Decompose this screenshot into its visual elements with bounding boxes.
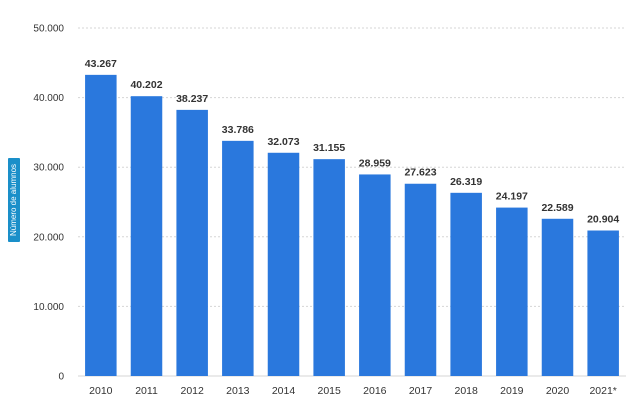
x-tick-label: 2017 — [409, 385, 433, 397]
grid-lines — [78, 27, 626, 377]
bar-2016 — [359, 174, 391, 376]
data-label: 20.904 — [587, 214, 619, 226]
x-tick-label: 2016 — [363, 385, 387, 397]
data-label: 43.267 — [85, 58, 117, 70]
x-tick-label: 2020 — [546, 385, 570, 397]
bar-2017 — [404, 183, 437, 376]
y-tick-label: 10.000 — [33, 302, 64, 313]
y-axis-label: Número de alumnos — [8, 158, 20, 242]
data-labels: 43.267 40.202 38.237 33.786 32.073 31.155 28.9… — [85, 58, 620, 226]
y-axis-ticks: 0 10.000 20.000 30.000 40.000 50.000 — [33, 24, 64, 383]
data-label: 40.202 — [130, 79, 162, 91]
bar-2011 — [130, 96, 163, 376]
x-tick-label: 2019 — [500, 385, 524, 397]
bar-2021 — [587, 230, 619, 376]
bar-2013 — [222, 140, 254, 376]
data-label: 33.786 — [222, 124, 254, 136]
y-tick-label: 50.000 — [33, 24, 64, 35]
x-tick-label: 2021* — [589, 385, 616, 397]
bars — [85, 74, 619, 376]
y-tick-label: 30.000 — [33, 163, 64, 174]
y-axis-label-text: Número de alumnos — [9, 164, 18, 236]
x-tick-label: 2010 — [89, 385, 113, 397]
y-tick-label: 40.000 — [33, 93, 64, 104]
data-label: 26.319 — [450, 176, 482, 188]
x-tick-label: 2015 — [317, 385, 341, 397]
x-tick-label: 2013 — [226, 385, 250, 397]
data-label: 27.623 — [404, 167, 436, 179]
data-label: 31.155 — [313, 142, 345, 154]
bar-2015 — [313, 159, 345, 376]
bar-2019 — [496, 207, 528, 376]
bar-2018 — [450, 192, 482, 376]
bar-2020 — [541, 218, 574, 376]
x-tick-label: 2011 — [135, 385, 158, 397]
x-tick-label: 2014 — [272, 385, 296, 397]
y-tick-label: 0 — [58, 372, 64, 383]
y-axis-label-badge — [8, 158, 20, 242]
x-axis-ticks: 2010 2011 2012 2013 2014 2015 2016 2017 2018 2019… — [89, 385, 617, 397]
bar-2012 — [176, 109, 208, 376]
y-tick-label: 20.000 — [33, 232, 64, 243]
data-label: 32.073 — [267, 136, 299, 148]
data-label: 24.197 — [496, 191, 528, 203]
data-label: 38.237 — [176, 93, 208, 105]
x-tick-label: 2012 — [180, 385, 204, 397]
data-label: 28.959 — [359, 157, 391, 169]
bar-2014 — [267, 152, 300, 376]
bar-2010 — [85, 74, 117, 376]
data-label: 22.589 — [541, 202, 573, 214]
x-tick-label: 2018 — [454, 385, 478, 397]
